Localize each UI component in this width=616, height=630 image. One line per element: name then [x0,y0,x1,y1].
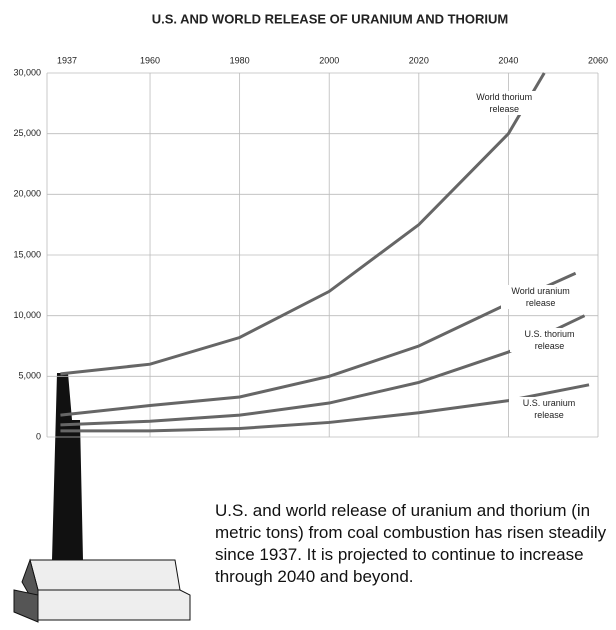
y-tick-label: 15,000 [13,249,41,259]
y-tick-label: 20,000 [13,189,41,199]
x-tick-label: 2000 [319,55,339,65]
series-label: World uranium release [501,285,581,309]
y-tick-label: 10,000 [13,310,41,320]
x-tick-label: 1960 [140,55,160,65]
line [60,316,584,425]
x-tick-label: 2040 [498,55,518,65]
line [60,73,544,374]
y-tick-label: 30,000 [13,67,41,77]
y-tick-label: 5,000 [18,371,41,381]
x-tick-label: 1980 [230,55,250,65]
series-label: World thorium release [464,91,544,115]
x-tick-label: 2020 [409,55,429,65]
x-tick-label: 2060 [588,55,608,65]
series-label: U.S. uranium release [509,397,589,421]
series-label: U.S. thorium release [510,328,590,352]
page: U.S. AND WORLD RELEASE OF URANIUM AND TH… [0,0,616,630]
caption: U.S. and world release of uranium and th… [215,500,616,588]
chart-title: U.S. AND WORLD RELEASE OF URANIUM AND TH… [152,11,509,26]
y-tick-label: 0 [36,431,41,441]
x-tick-label: 1937 [57,55,77,65]
y-tick-label: 25,000 [13,128,41,138]
line [60,273,575,415]
